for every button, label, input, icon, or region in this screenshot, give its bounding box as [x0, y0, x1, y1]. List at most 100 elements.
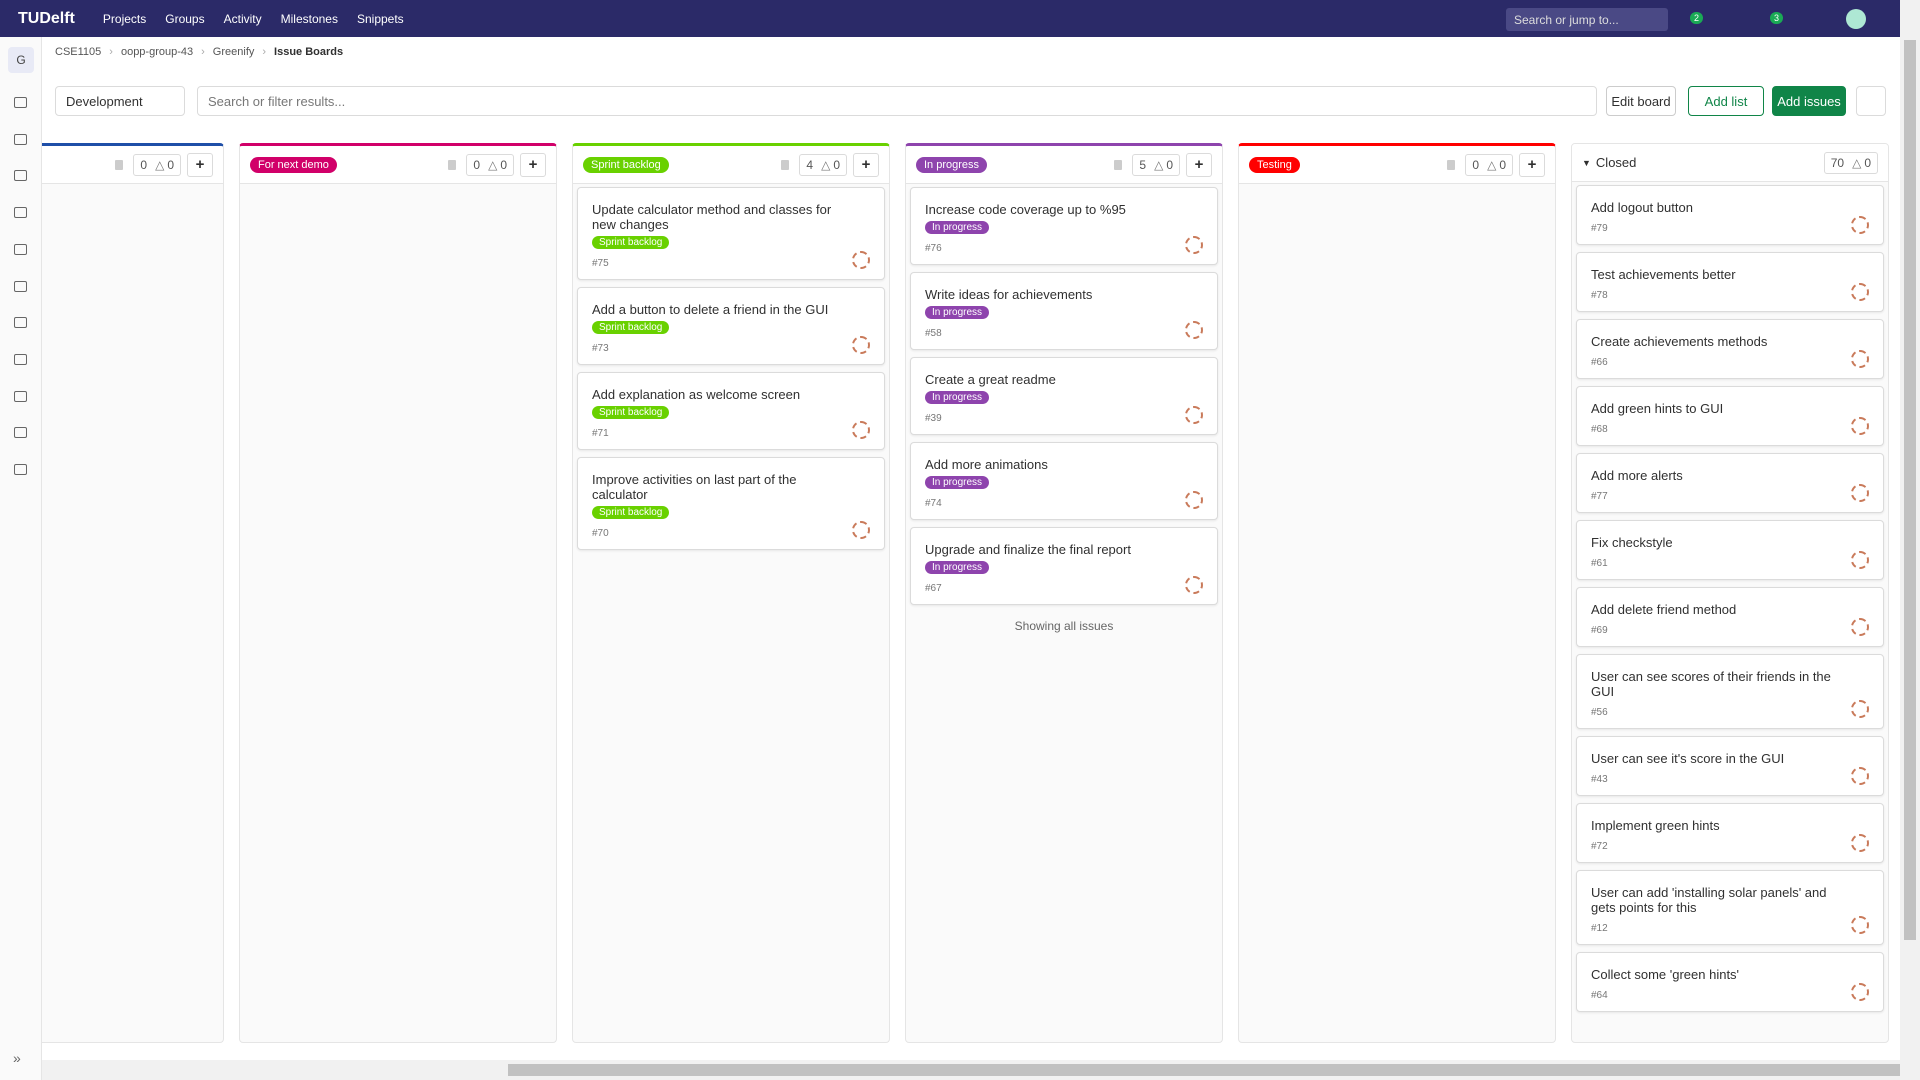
nav-icon[interactable] [14, 353, 27, 365]
list-label[interactable]: In progress [916, 156, 988, 173]
add-button[interactable]: + [1519, 152, 1545, 177]
crumb[interactable]: oopp-group-43 [120, 46, 194, 58]
issue-card[interactable]: Test achievements better #78 [1576, 252, 1884, 312]
issue-number: #67 [925, 583, 942, 594]
avatar[interactable] [1846, 9, 1866, 29]
project-avatar[interactable]: G [8, 47, 34, 73]
nav-icon[interactable] [14, 464, 27, 475]
board-list: Sprint backlog 4 △ 0 + Update calculator meth… [572, 143, 890, 1043]
button[interactable]: Add issues [1772, 86, 1846, 116]
assignee-avatar [1185, 491, 1203, 509]
board-lists: 0 △ 0 + For next demo 0 △ 0 + Sprint backlog 4 △ 0 + U… [42, 143, 1900, 1043]
list-label[interactable]: Sprint backlog [583, 156, 669, 173]
issue-number: #61 [1591, 558, 1608, 569]
issue-card[interactable]: Add green hints to GUI #68 [1576, 386, 1884, 446]
assignee-avatar [1851, 484, 1869, 502]
scroll-thumb[interactable] [1904, 40, 1916, 940]
assignee-avatar [852, 521, 870, 539]
issue-card[interactable]: Increase code coverage up to %95 In progr… [910, 187, 1218, 265]
delete-icon[interactable] [115, 159, 124, 170]
issue-card[interactable]: Implement green hints #72 [1576, 803, 1884, 863]
issue-card[interactable]: Add a button to delete a friend in the G… [577, 287, 885, 365]
list-header: 0 △ 0 + [42, 146, 223, 184]
issue-card[interactable]: User can see it's score in the GUI #43 [1576, 736, 1884, 796]
nav-item[interactable]: Projects [102, 11, 147, 26]
issue-card[interactable]: Collect some 'green hints' #64 [1576, 952, 1884, 1012]
nav-item[interactable]: Snippets [356, 11, 404, 26]
issue-number: #72 [1591, 841, 1608, 852]
issue-number: #12 [1591, 923, 1608, 934]
nav-item[interactable]: Activity [223, 11, 262, 26]
board-list: In progress 5 △ 0 + Increase code coverage up… [905, 143, 1223, 1043]
nav-icon[interactable] [14, 390, 27, 402]
issue-title: User can see it's score in the GUI [1591, 751, 1785, 766]
nav-icon[interactable] [14, 243, 27, 255]
nav-item[interactable]: Milestones [280, 11, 338, 26]
list-label[interactable]: For next demo [250, 156, 337, 173]
caret[interactable]: ▼ [1582, 157, 1591, 168]
weight-icon: △ [821, 157, 831, 172]
scrollbar[interactable] [42, 1060, 1900, 1080]
crumb[interactable]: CSE1105 [55, 46, 102, 58]
nav-item[interactable]: Groups [165, 11, 205, 26]
issue-card[interactable]: Create achievements methods #66 [1576, 319, 1884, 379]
list-counts: 0 △ 0 [1465, 153, 1513, 176]
issue-card[interactable]: Create a great readme In progress #39 [910, 357, 1218, 435]
issue-count: 4 [806, 157, 814, 172]
issue-card[interactable]: Upgrade and finalize the final report In … [910, 527, 1218, 605]
delete-icon[interactable] [1447, 159, 1456, 170]
badge[interactable]: 2 [1690, 12, 1704, 24]
issue-card[interactable]: Add logout button #79 [1576, 185, 1884, 245]
nav-icon[interactable] [14, 280, 27, 292]
add-button[interactable]: + [1186, 152, 1212, 177]
list-header: Sprint backlog 4 △ 0 + [573, 146, 889, 184]
issue-card[interactable]: Add more alerts #77 [1576, 453, 1884, 513]
issue-card[interactable]: Add delete friend method #69 [1576, 587, 1884, 647]
collapse[interactable]: » [13, 1050, 21, 1066]
issue-card[interactable]: Add more animations In progress #74 [910, 442, 1218, 520]
nav-icon[interactable] [14, 97, 27, 108]
sidebar: G» [0, 37, 42, 1080]
card-list: Update calculator method and classes for… [573, 184, 889, 560]
delete-icon[interactable] [1114, 159, 1123, 170]
button[interactable]: Add list [1688, 86, 1764, 116]
issue-card[interactable]: Write ideas for achievements In progress #… [910, 272, 1218, 350]
assignee-avatar [1851, 216, 1869, 234]
issue-card[interactable]: User can add 'installing solar panels' a… [1576, 870, 1884, 945]
filter-input[interactable]: Search or filter results... [197, 86, 1597, 116]
board-select[interactable]: Development [55, 86, 185, 116]
nav-icon[interactable] [14, 133, 27, 145]
issue-label: In progress [925, 476, 990, 489]
search[interactable]: Search or jump to... [1506, 8, 1668, 31]
add-button[interactable]: + [187, 152, 213, 177]
button[interactable]: Edit board [1606, 86, 1676, 116]
scrollbar[interactable] [1900, 0, 1920, 1080]
nav-icon[interactable] [14, 317, 27, 329]
issue-card[interactable]: Improve activities on last part of the c… [577, 457, 885, 550]
crumb[interactable]: Issue Boards [274, 46, 344, 58]
issue-card[interactable]: Update calculator method and classes for… [577, 187, 885, 280]
scroll-thumb[interactable] [508, 1064, 1900, 1076]
list-counts: 0 △ 0 [133, 153, 181, 176]
add-button[interactable]: + [853, 152, 879, 177]
delete-icon[interactable] [781, 159, 790, 170]
nav-icon[interactable] [14, 207, 27, 219]
issue-title: Implement green hints [1591, 818, 1720, 833]
weight: 0 [500, 157, 507, 172]
nav-icon[interactable] [14, 427, 27, 439]
add-button[interactable]: + [520, 152, 546, 177]
nav-icon[interactable] [14, 170, 27, 182]
weight: 0 [1864, 155, 1871, 170]
logo[interactable]: TUDelft [18, 9, 75, 27]
issue-card[interactable]: Add explanation as welcome screen Sprint … [577, 372, 885, 450]
list-label[interactable]: Testing [1249, 156, 1300, 173]
fullscreen-button[interactable] [1856, 86, 1886, 116]
issue-number: #68 [1591, 424, 1608, 435]
badge[interactable]: 3 [1770, 12, 1784, 24]
delete-icon[interactable] [448, 159, 457, 170]
list-header: For next demo 0 △ 0 + [240, 146, 556, 184]
crumb[interactable]: Greenify [212, 46, 255, 58]
issue-card[interactable]: User can see scores of their friends in … [1576, 654, 1884, 729]
issue-card[interactable]: Fix checkstyle #61 [1576, 520, 1884, 580]
